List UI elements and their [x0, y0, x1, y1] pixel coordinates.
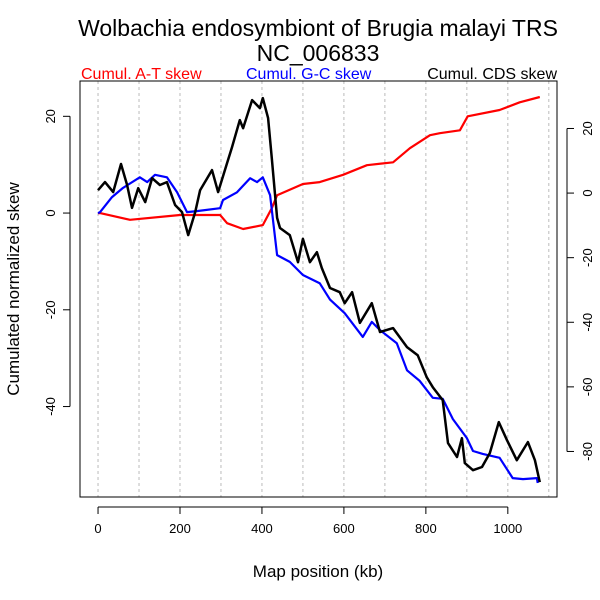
series-line-cds-skew	[97, 96, 542, 483]
legend-cds-skew: Cumul. CDS skew	[427, 66, 557, 83]
left-tick-label: -20	[43, 300, 58, 319]
y-axis-label: Cumulated normalized skew	[4, 182, 23, 396]
legend-at-skew: Cumul. A-T skew	[81, 66, 202, 83]
series-line-gc-skew	[97, 173, 539, 484]
x-tick-label: 600	[333, 521, 355, 536]
x-tick-label: 800	[415, 521, 437, 536]
x-tick-label: 400	[251, 521, 273, 536]
chart-title: Wolbachia endosymbiont of Brugia malayi …	[78, 15, 558, 41]
right-y-axis: -80 -60 -40 -20 0 20	[566, 121, 595, 461]
x-tick-label: 200	[169, 521, 191, 536]
legend-gc-skew: Cumul. G-C skew	[246, 66, 372, 83]
x-axis-label: Map position (kb)	[253, 562, 383, 581]
left-y-axis: -40 -20 0 20	[43, 109, 71, 416]
right-tick-label: -40	[580, 313, 595, 332]
right-tick-label: -80	[580, 442, 595, 461]
plot-frame	[79, 80, 558, 498]
series-lines	[97, 95, 542, 484]
right-tick-label: -20	[580, 248, 595, 267]
chart-subtitle: NC_006833	[257, 40, 380, 66]
left-tick-label: 20	[43, 109, 58, 123]
right-tick-label: 20	[580, 121, 595, 135]
left-tick-label: -40	[43, 397, 58, 416]
right-tick-label: -60	[580, 377, 595, 396]
x-tick-label: 1000	[493, 521, 522, 536]
right-tick-label: 0	[580, 189, 595, 196]
left-tick-label: 0	[43, 209, 58, 216]
x-axis: 0 200 400 600 800 1000	[94, 506, 522, 536]
series-line-at-skew	[98, 95, 541, 231]
x-tick-label: 0	[94, 521, 101, 536]
